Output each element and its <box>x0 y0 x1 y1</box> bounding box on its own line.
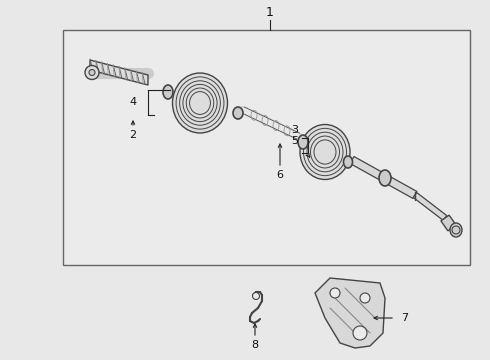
Circle shape <box>89 69 95 76</box>
Ellipse shape <box>379 170 391 186</box>
Text: 6: 6 <box>276 170 284 180</box>
Text: 8: 8 <box>251 340 259 350</box>
Ellipse shape <box>300 125 350 180</box>
Ellipse shape <box>298 135 308 149</box>
Ellipse shape <box>163 85 173 99</box>
Circle shape <box>85 66 99 80</box>
Text: 2: 2 <box>129 130 137 140</box>
Text: 4: 4 <box>129 97 137 107</box>
Polygon shape <box>441 215 456 231</box>
Polygon shape <box>242 107 299 139</box>
Circle shape <box>252 292 260 300</box>
Text: 1: 1 <box>266 5 274 18</box>
Ellipse shape <box>172 73 227 133</box>
Text: 7: 7 <box>401 313 409 323</box>
Circle shape <box>330 288 340 298</box>
Circle shape <box>360 293 370 303</box>
Circle shape <box>353 326 367 340</box>
Ellipse shape <box>233 107 243 119</box>
Ellipse shape <box>450 223 462 237</box>
Circle shape <box>452 226 460 234</box>
Polygon shape <box>315 278 385 348</box>
Text: 5: 5 <box>292 136 298 146</box>
Polygon shape <box>413 193 447 220</box>
Text: 3: 3 <box>292 125 298 135</box>
Ellipse shape <box>343 156 352 168</box>
Bar <box>63 30 470 265</box>
Polygon shape <box>90 60 148 85</box>
Polygon shape <box>350 157 417 198</box>
